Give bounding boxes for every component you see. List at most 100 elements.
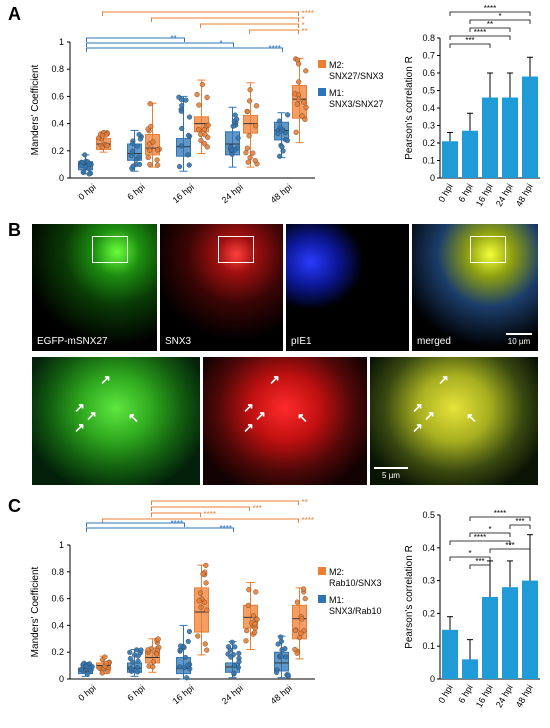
data-point (252, 629, 258, 636)
significance-label: ** (302, 27, 308, 36)
scale-bar: 5 µm (374, 467, 408, 480)
y-tick-label: 0.4 (51, 119, 64, 129)
arrow-icon: ↗ (86, 408, 97, 423)
significance-label: ** (487, 20, 493, 29)
panel-letter-a: A (8, 4, 21, 24)
data-point (244, 628, 250, 634)
data-point (178, 108, 184, 114)
data-point (277, 153, 283, 159)
data-point (137, 136, 143, 142)
data-point (294, 650, 300, 656)
data-point (148, 123, 154, 129)
y-tick-label: 0.4 (51, 620, 64, 630)
significance-bracket (86, 37, 185, 42)
arrow-icon: ↗ (243, 400, 254, 415)
significance-bracket (469, 27, 511, 32)
data-point (254, 616, 260, 623)
data-point (234, 116, 240, 122)
bar (442, 141, 458, 178)
significance-label: **** (220, 524, 232, 533)
data-point (300, 586, 307, 592)
significance-bracket (86, 527, 234, 532)
significance-label: ** (171, 34, 177, 43)
arrow-icon: ↗ (269, 372, 280, 387)
data-point (229, 639, 235, 645)
data-point (273, 669, 280, 676)
data-point (294, 101, 300, 107)
data-point (178, 643, 184, 649)
data-point (100, 133, 106, 139)
data-point (186, 162, 192, 168)
y-tick-label: 0.6 (51, 91, 64, 101)
significance-label: **** (171, 519, 183, 528)
data-point (235, 135, 241, 141)
significance-label: *** (253, 504, 262, 513)
y-tick-label: 1 (59, 37, 64, 47)
significance-bracket (449, 540, 511, 545)
data-point (185, 638, 191, 645)
data-point (134, 143, 140, 149)
legend-label: SNX3/SNX27 (329, 99, 384, 109)
y-tick-label: 0.2 (51, 146, 64, 156)
significance-bracket (151, 17, 299, 22)
data-point (82, 152, 88, 158)
legend-label: M1: (329, 88, 344, 98)
data-point (134, 647, 140, 653)
data-point (99, 144, 105, 150)
arrow-icon: ↗ (412, 400, 423, 415)
y-tick-label: 0.4 (422, 103, 435, 113)
data-point (275, 641, 281, 647)
significance-bracket (249, 29, 299, 34)
data-point (236, 650, 242, 657)
arrow-icon: ↗ (243, 420, 254, 435)
y-tick-label: 0.7 (422, 51, 435, 61)
data-point (184, 675, 190, 681)
significance-bracket (449, 556, 491, 561)
data-point (292, 627, 298, 634)
bar (502, 587, 518, 679)
data-point (99, 670, 105, 676)
data-point (196, 598, 202, 604)
data-point (176, 164, 183, 170)
bar (442, 629, 458, 679)
y-tick-label: 0.3 (422, 576, 435, 586)
significance-bracket (200, 23, 299, 28)
data-point (250, 150, 256, 156)
legend-label: M2: (329, 60, 344, 70)
data-point (186, 628, 192, 635)
significance-label: **** (484, 4, 496, 13)
data-point (279, 144, 285, 150)
y-axis-title: Pearson's correlation R (404, 56, 415, 160)
arrow-icon: ↗ (255, 408, 266, 423)
y-tick-label: 0 (59, 173, 64, 183)
scale-label: 5 µm (382, 471, 400, 480)
significance-bracket (151, 500, 299, 505)
significance-label: *** (465, 36, 474, 45)
bar (462, 130, 478, 178)
significance-label: **** (302, 516, 314, 525)
data-point (81, 169, 87, 175)
data-point (279, 127, 285, 133)
data-point (203, 580, 209, 586)
zoom-merged: ↗ ↗ ↗ ↗ ↖ 5 µm (370, 357, 538, 485)
legend-swatch (318, 88, 326, 96)
data-point (138, 647, 144, 653)
data-point (294, 599, 300, 605)
panel-letter-b: B (8, 220, 21, 240)
y-tick-label: 0.5 (422, 510, 435, 520)
arrow-icon: ↗ (74, 420, 85, 435)
data-point (102, 654, 108, 660)
micrograph-label: EGFP-mSNX27 (37, 336, 108, 347)
x-tick-label: 0 hpi (76, 182, 97, 202)
data-point (247, 154, 253, 161)
data-point (228, 654, 234, 660)
data-point (104, 143, 110, 149)
y-tick-label: 0.8 (51, 64, 64, 74)
data-point (147, 161, 153, 168)
significance-bracket (469, 532, 511, 537)
data-point (197, 590, 204, 596)
data-point (303, 104, 309, 111)
significance-bracket (102, 518, 299, 523)
data-point (244, 145, 250, 151)
data-point (247, 87, 253, 93)
